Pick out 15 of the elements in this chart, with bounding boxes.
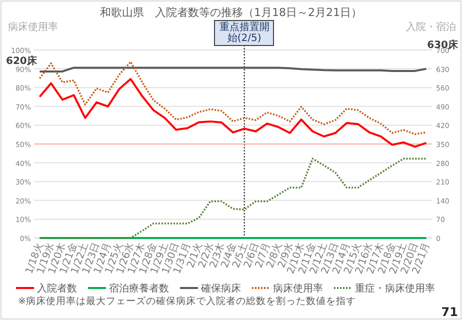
legend-label: 入院者数 bbox=[37, 282, 77, 294]
line-series bbox=[38, 158, 428, 239]
annotation: 620床 bbox=[6, 55, 38, 67]
text: ※病床使用率は最大フェーズの確保病床で入院者の総数を割った数値を指す bbox=[18, 295, 356, 307]
y2-axis-title: 入院・宿泊 bbox=[406, 21, 456, 33]
line-series bbox=[38, 60, 428, 136]
legend-label: 重症・病床使用率 bbox=[355, 282, 435, 294]
line-series bbox=[38, 78, 428, 148]
legend-label: 宿泊療養者数 bbox=[109, 282, 169, 294]
text: 71 bbox=[441, 305, 458, 319]
chart-title: 和歌山県 入院者数等の推移（1月18日～2月21日） bbox=[100, 6, 362, 19]
ref-line-label: 重点措置開始(2/5) bbox=[214, 20, 274, 46]
y-axis-title: 病床使用率 bbox=[8, 21, 58, 33]
legend-label: 病床使用率 bbox=[273, 282, 323, 294]
legend-label: 確保病床 bbox=[200, 282, 241, 294]
